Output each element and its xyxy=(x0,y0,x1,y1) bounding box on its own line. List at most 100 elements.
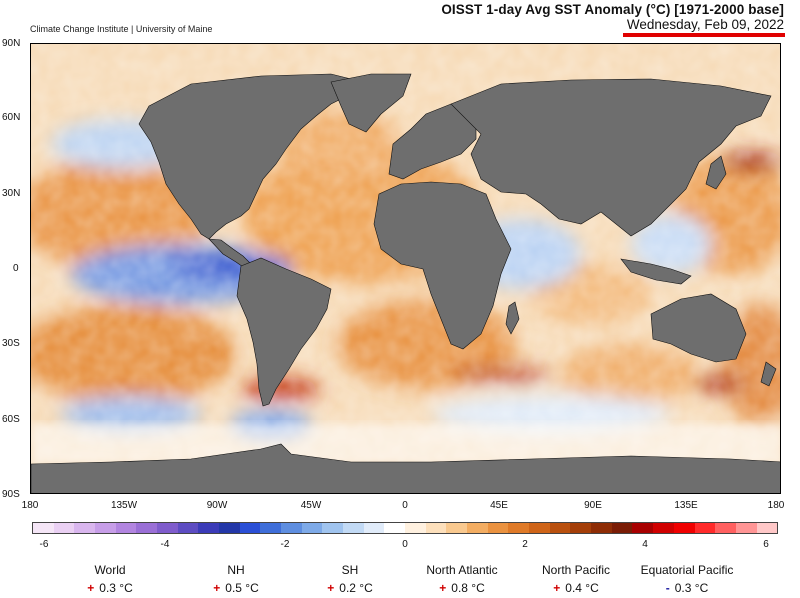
lat-label-30n: 30N xyxy=(2,188,21,199)
colorbar-swatch xyxy=(239,523,261,533)
colorbar-swatch xyxy=(405,523,426,533)
stat-sign: + xyxy=(327,581,335,595)
colorbar-tick: 0 xyxy=(402,539,408,550)
stat-name: North Pacific xyxy=(541,563,611,577)
colorbar-swatch xyxy=(177,523,199,533)
colorbar-swatch xyxy=(611,523,633,533)
colorbar-swatch xyxy=(33,523,54,533)
stat-name: North Atlantic xyxy=(426,563,498,577)
stat-sh: SH +0.2 °C xyxy=(290,563,410,595)
colorbar-swatch xyxy=(281,523,302,533)
colorbar-swatch xyxy=(467,523,488,533)
stat-name: NH xyxy=(227,563,245,577)
lat-label-0: 0 xyxy=(13,263,19,274)
stat-sign: + xyxy=(553,581,561,595)
colorbar-swatch xyxy=(322,523,344,533)
asia xyxy=(450,78,772,237)
colorbar-swatch xyxy=(508,523,530,533)
colorbar-swatch xyxy=(384,523,406,533)
colorbar-swatch xyxy=(653,523,674,533)
colorbar-tick: 6 xyxy=(763,539,769,550)
lat-label-90s: 90S xyxy=(2,489,20,500)
colorbar-swatch xyxy=(735,523,757,533)
lon-label-180e: 180 xyxy=(767,500,785,511)
date-underline xyxy=(623,33,785,37)
colorbar-swatch xyxy=(673,523,695,533)
lon-label-90w: 90W xyxy=(206,500,228,511)
colorbar-swatch xyxy=(425,523,447,533)
africa xyxy=(373,181,512,350)
colorbar-swatch xyxy=(53,523,75,533)
colorbar-swatch xyxy=(157,523,178,533)
colorbar-swatch xyxy=(343,523,364,533)
lon-label-135e: 135E xyxy=(674,500,698,511)
lon-label-90e: 90E xyxy=(584,500,602,511)
colorbar-tick: -4 xyxy=(160,539,170,550)
colorbar-swatch xyxy=(756,523,778,533)
lat-label-90n: 90N xyxy=(2,38,21,49)
lon-label-135w: 135W xyxy=(110,500,138,511)
australia xyxy=(650,293,747,363)
stat-sign: + xyxy=(213,581,221,595)
colorbar-swatch xyxy=(694,523,716,533)
colorbar-swatch xyxy=(363,523,385,533)
colorbar-tick: -2 xyxy=(280,539,290,550)
credit-text: Climate Change Institute | University of… xyxy=(30,24,213,34)
map-date: Wednesday, Feb 09, 2022 xyxy=(626,17,784,32)
stat-world: World +0.3 °C xyxy=(50,563,170,595)
colorbar-swatch xyxy=(549,523,571,533)
colorbar-tick: 4 xyxy=(642,539,648,550)
colorbar-swatch xyxy=(219,523,240,533)
colorbar-swatch xyxy=(591,523,612,533)
stat-value: 0.2 °C xyxy=(339,581,373,595)
stat-value: 0.3 °C xyxy=(99,581,133,595)
lon-label-0: 0 xyxy=(402,500,408,511)
indonesia xyxy=(620,258,692,285)
stat-equatorial-pacific: Equatorial Pacific -0.3 °C xyxy=(627,563,747,595)
stat-north-pacific: North Pacific +0.4 °C xyxy=(516,563,636,595)
colorbar-swatch xyxy=(136,523,158,533)
colorbar-swatch xyxy=(74,523,96,533)
stat-name: Equatorial Pacific xyxy=(640,563,734,577)
colorbar-swatch xyxy=(487,523,509,533)
lat-label-60s: 60S xyxy=(2,414,20,425)
colorbar-swatch xyxy=(198,523,220,533)
lon-label-180w: 180 xyxy=(21,500,39,511)
colorbar-tick: -6 xyxy=(39,539,49,550)
lat-label-30s: 30S xyxy=(2,338,20,349)
stat-sign: + xyxy=(87,581,95,595)
colorbar-swatch xyxy=(529,523,550,533)
stat-sign: + xyxy=(439,581,447,595)
sst-anomaly-map xyxy=(30,43,781,494)
madagascar xyxy=(505,301,520,335)
stat-name: World xyxy=(94,563,126,577)
stat-nh: NH +0.5 °C xyxy=(176,563,296,595)
colorbar-swatch xyxy=(115,523,137,533)
new-zealand xyxy=(760,361,777,387)
stat-value: 0.4 °C xyxy=(565,581,599,595)
japan xyxy=(705,155,727,190)
stat-name: SH xyxy=(341,563,359,577)
colorbar-swatch xyxy=(446,523,468,533)
map-title: OISST 1-day Avg SST Anomaly (°C) [1971-2… xyxy=(441,2,784,17)
south-america xyxy=(236,257,332,407)
land-masses xyxy=(31,73,780,493)
lat-label-60n: 60N xyxy=(2,112,21,123)
colorbar-swatch xyxy=(715,523,736,533)
colorbar xyxy=(32,522,778,534)
colorbar-swatch xyxy=(570,523,592,533)
lon-label-45w: 45W xyxy=(300,500,322,511)
stat-north-atlantic: North Atlantic +0.8 °C xyxy=(402,563,522,595)
colorbar-swatch xyxy=(632,523,654,533)
colorbar-swatch xyxy=(301,523,323,533)
lon-label-45e: 45E xyxy=(490,500,508,511)
colorbar-tick: 2 xyxy=(522,539,528,550)
map-svg xyxy=(31,44,780,493)
colorbar-swatch xyxy=(95,523,116,533)
stat-value: 0.5 °C xyxy=(225,581,259,595)
stat-value: 0.3 °C xyxy=(674,581,709,595)
greenland xyxy=(330,73,412,133)
stat-value: 0.8 °C xyxy=(451,581,485,595)
colorbar-swatch xyxy=(260,523,282,533)
antarctica xyxy=(31,443,780,493)
